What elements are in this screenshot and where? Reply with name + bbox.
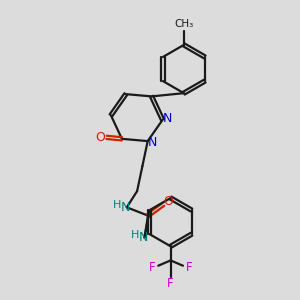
Text: N: N bbox=[121, 201, 130, 214]
Text: H: H bbox=[131, 230, 139, 240]
Text: H: H bbox=[113, 200, 122, 210]
Text: N: N bbox=[138, 231, 148, 244]
Text: O: O bbox=[164, 195, 173, 208]
Text: F: F bbox=[167, 278, 174, 290]
Text: F: F bbox=[186, 261, 192, 274]
Text: N: N bbox=[163, 112, 172, 125]
Text: O: O bbox=[95, 131, 105, 144]
Text: N: N bbox=[147, 136, 157, 149]
Text: F: F bbox=[149, 261, 156, 274]
Text: CH₃: CH₃ bbox=[174, 19, 194, 29]
